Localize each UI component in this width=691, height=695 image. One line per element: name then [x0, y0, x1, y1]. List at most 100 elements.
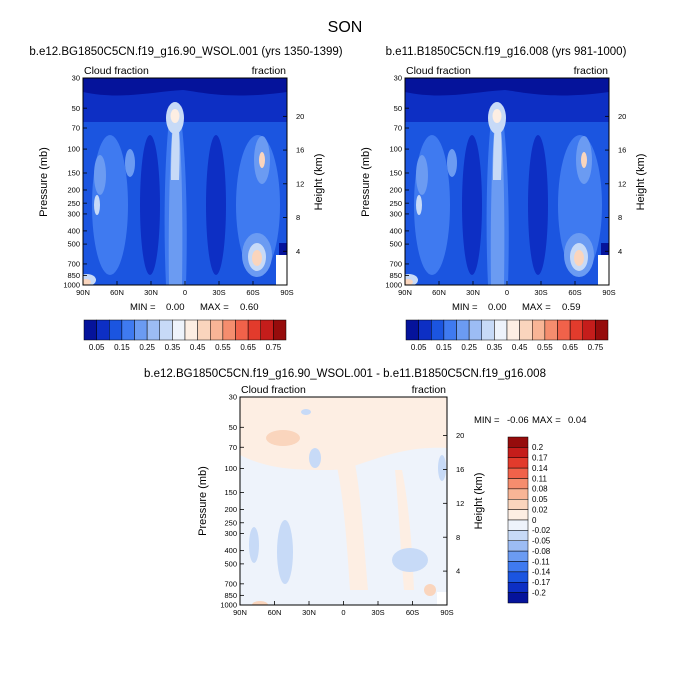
y2-tick-label: 4: [296, 247, 300, 256]
panel-b-min-value: 0.00: [488, 302, 507, 313]
colorbar-label: 0.45: [190, 343, 206, 352]
colorbar-label: 0.05: [411, 343, 427, 352]
colorbar-label: 0.15: [114, 343, 130, 352]
y-tick-label: 1000: [220, 601, 237, 610]
y-tick-label: 500: [389, 240, 402, 249]
panel-b-max-value: 0.59: [562, 302, 581, 313]
colorbar-swatch: [582, 319, 596, 341]
panel-a-left-label: Cloud fraction: [84, 65, 149, 77]
colorbar-swatch: [507, 561, 529, 573]
y2-tick-label: 16: [296, 146, 304, 155]
x-tick-label: 30N: [466, 288, 480, 297]
colorbar-label: 0.45: [512, 343, 528, 352]
y-tick-label: 850: [224, 591, 237, 600]
colorbar-label: 0.15: [436, 343, 452, 352]
y-tick-label: 700: [224, 579, 237, 588]
colorbar-swatch: [507, 467, 529, 479]
colorbar-label: 0.11: [532, 474, 548, 483]
colorbar-swatch: [247, 319, 261, 341]
colorbar-swatch: [507, 457, 529, 469]
y2-tick-label: 4: [618, 247, 622, 256]
panel-a-max-label: MAX =: [200, 302, 229, 313]
colorbar-label: 0.17: [532, 454, 548, 463]
y-tick-label: 50: [394, 104, 402, 113]
y-tick-label: 850: [389, 271, 402, 280]
panel-b-right-label: fraction: [574, 65, 609, 77]
colorbar-b: 0.05 0.15 0.25 0.35 0.45 0.55 0.65 0.75: [405, 319, 609, 352]
y-tick-label: 700: [389, 260, 402, 269]
panel-c-min-label: MIN =: [474, 415, 500, 426]
colorbar-swatch: [235, 319, 249, 341]
colorbar-swatch: [481, 319, 495, 341]
panel-b: b.e11.B1850C5CN.f19_g16.008 (yrs 981-100…: [360, 46, 647, 313]
colorbar-swatch: [210, 319, 224, 341]
y2-tick-label: 4: [456, 567, 460, 576]
y2-tick-label: 20: [456, 431, 464, 440]
y2-tick-label: 12: [618, 179, 626, 188]
y-tick-label: 400: [389, 227, 402, 236]
x-tick-label: 60S: [246, 288, 259, 297]
colorbar-label: 0.05: [89, 343, 105, 352]
y-tick-label: 250: [224, 518, 237, 527]
y-tick-label: 50: [229, 423, 237, 432]
panel-c-ylabel: Pressure (mb): [197, 466, 209, 536]
panel-a-ylabel: Pressure (mb): [38, 147, 50, 217]
colorbar-label: -0.14: [532, 568, 551, 577]
colorbar-swatch: [431, 319, 445, 341]
y2-tick-label: 8: [296, 213, 300, 222]
colorbar-swatch: [507, 571, 529, 583]
panel-a-min-label: MIN =: [130, 302, 156, 313]
x-tick-label: 90N: [233, 608, 247, 617]
y-tick-label: 1000: [63, 281, 80, 290]
colorbar-swatch: [507, 499, 529, 510]
colorbar-swatch: [507, 478, 529, 490]
y-tick-label: 850: [67, 271, 80, 280]
y2-tick-label: 12: [296, 179, 304, 188]
y2-tick-label: 16: [456, 465, 464, 474]
colorbar-swatch: [197, 319, 211, 341]
x-tick-label: 90S: [602, 288, 615, 297]
colorbar-label: -0.05: [532, 537, 551, 546]
colorbar-swatch: [507, 540, 529, 552]
y2-tick-label: 8: [456, 533, 460, 542]
y-tick-label: 100: [224, 464, 237, 473]
colorbar-swatch: [273, 319, 287, 341]
panel-a-y2-ticks: 20 16 12 8 4: [283, 112, 304, 256]
colorbar-label: 0.25: [139, 343, 155, 352]
panel-b-min-label: MIN =: [452, 302, 478, 313]
colorbar-label: 0.02: [532, 505, 548, 514]
colorbar-label: 0.55: [215, 343, 231, 352]
colorbar-label: 0.55: [537, 343, 553, 352]
colorbar-swatch: [184, 319, 198, 341]
y-tick-label: 150: [67, 169, 80, 178]
colorbar-swatch: [507, 447, 529, 458]
y-tick-label: 150: [224, 488, 237, 497]
y-tick-label: 300: [224, 529, 237, 538]
panel-a-y2label: Height (km): [313, 154, 325, 211]
y-tick-label: 70: [394, 124, 402, 133]
panel-c-max-value: 0.04: [568, 415, 587, 426]
x-tick-label: 90S: [440, 608, 453, 617]
panel-a-x-ticks: 90N 60N 30N 0 30S 60S 90S: [76, 281, 294, 297]
x-tick-label: 60N: [432, 288, 446, 297]
panel-c-left-label: Cloud fraction: [241, 384, 306, 396]
colorbar-swatch: [418, 319, 432, 341]
y-tick-label: 700: [67, 260, 80, 269]
colorbar-label: 0.65: [562, 343, 578, 352]
y-tick-label: 30: [394, 74, 402, 83]
panel-c-y2-ticks: 20 16 12 8 4: [443, 431, 464, 576]
colorbar-swatch: [507, 550, 529, 562]
colorbar-c: 0.20.170.140.110.080.050.020-0.02-0.05-0…: [507, 436, 551, 604]
y2-tick-label: 8: [618, 213, 622, 222]
colorbar-swatch: [507, 592, 529, 604]
colorbar-swatch: [519, 319, 533, 341]
colorbar-label: 0.2: [532, 443, 544, 452]
colorbar-swatch: [507, 509, 529, 521]
x-tick-label: 60N: [110, 288, 124, 297]
panel-b-x-ticks: 90N 60N 30N 0 30S 60S 90S: [398, 281, 616, 297]
y-tick-label: 400: [224, 546, 237, 555]
panel-a-min-value: 0.00: [166, 302, 185, 313]
colorbar-swatch: [494, 319, 508, 341]
